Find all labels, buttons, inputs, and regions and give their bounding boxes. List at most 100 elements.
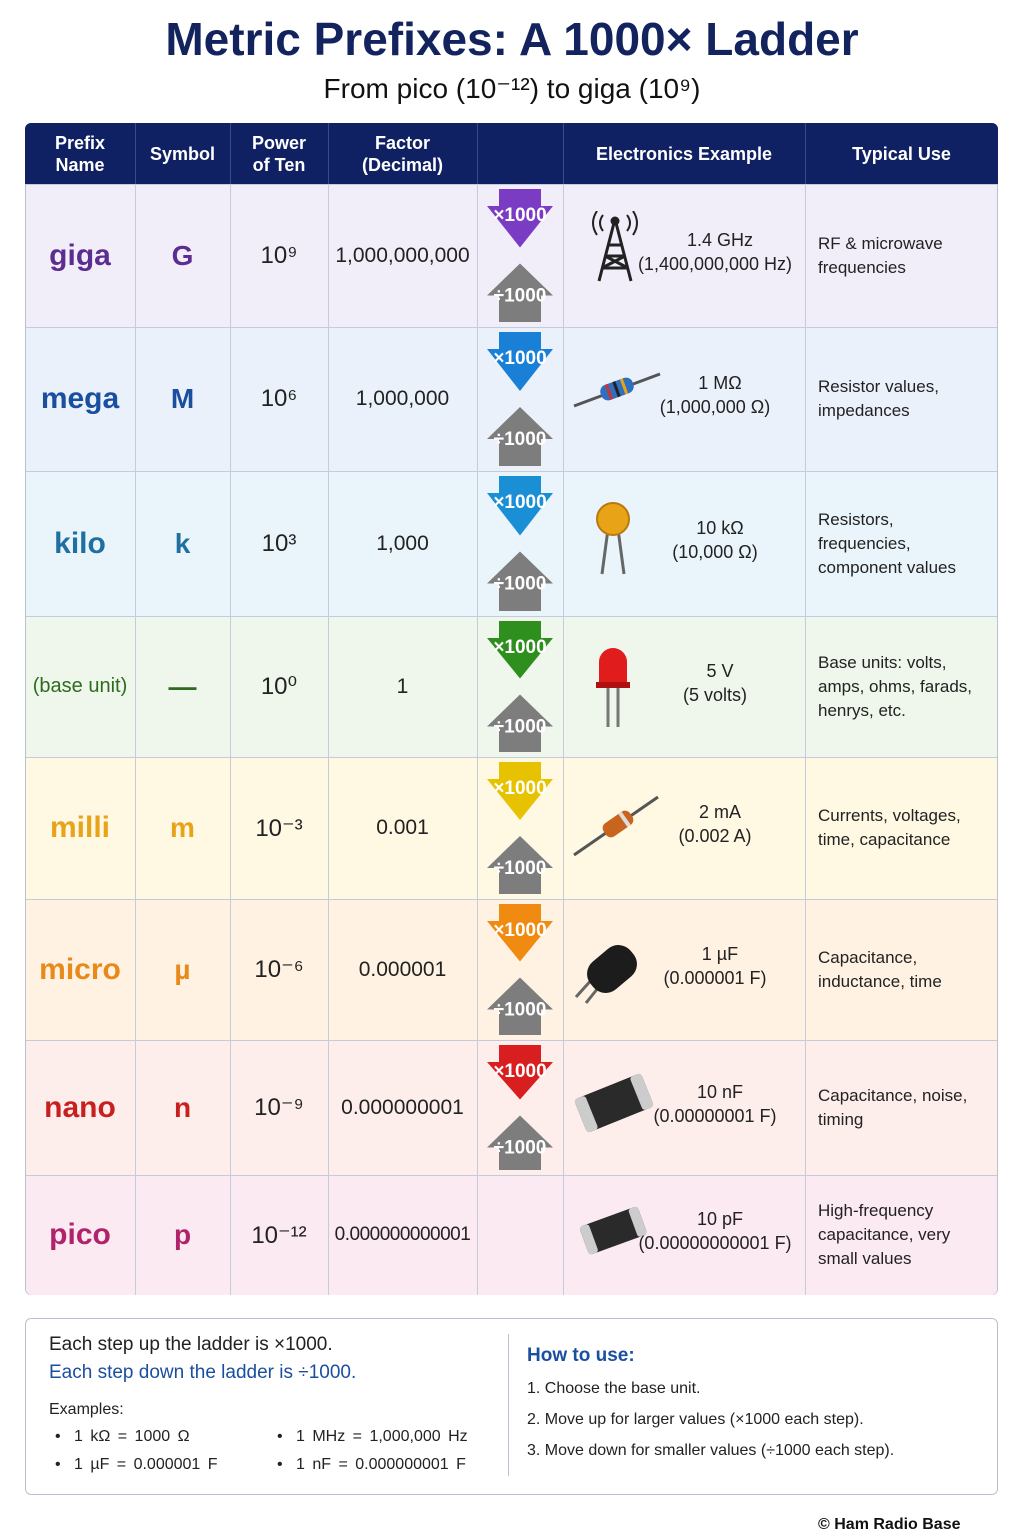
- how-title: How to use:: [527, 1345, 635, 1366]
- arrow-label-down: ÷1000: [494, 1000, 547, 1021]
- up-arrow: [487, 977, 553, 1035]
- example-value: 5 V: [706, 660, 734, 681]
- arrow-label-down: ÷1000: [494, 858, 547, 879]
- icon-part: [596, 681, 630, 688]
- icon-part: [628, 1206, 647, 1237]
- down-arrow: [487, 904, 553, 962]
- prefix-name: micro: [39, 952, 121, 986]
- example-detail: (0.002 A): [678, 826, 752, 846]
- how-step: 1. Choose the base unit.: [527, 1380, 701, 1397]
- power: 10⁹: [260, 241, 298, 269]
- column-divider: [328, 1175, 329, 1295]
- component-icon: [574, 1073, 654, 1132]
- component-icon: [573, 372, 661, 408]
- icon-part: [574, 1073, 654, 1132]
- prefix-name: pico: [49, 1218, 111, 1251]
- arrow-label-up: ×1000: [493, 1061, 546, 1082]
- symbol: M: [170, 383, 195, 414]
- example-value: 1.4 GHz: [686, 229, 754, 250]
- column-divider: [477, 757, 478, 899]
- component-icon: [579, 1206, 647, 1255]
- column-header: Factor (Decimal): [361, 132, 444, 175]
- bullet: •: [55, 1456, 61, 1473]
- column-divider: [477, 1040, 478, 1175]
- arrow-label-down: ÷1000: [494, 286, 547, 307]
- column-header: Prefix Name: [54, 132, 106, 175]
- column-divider: [230, 757, 231, 899]
- typical-use: Resistors, frequencies, component values: [818, 509, 956, 577]
- column-divider: [563, 757, 564, 899]
- power: 10⁻⁹: [254, 1094, 304, 1121]
- icon-part: [604, 383, 614, 400]
- example-item: 1 µF = 0.000001 F: [74, 1456, 218, 1473]
- component-icon: [592, 210, 638, 281]
- prefix-name: kilo: [54, 526, 106, 560]
- icon-part: [630, 1073, 654, 1110]
- icon-part: [600, 528, 610, 574]
- ladder-arrows: ×1000 ÷1000: [487, 762, 553, 894]
- symbol: p: [173, 1219, 192, 1250]
- how-step: 3. Move down for smaller values (÷1000 e…: [527, 1442, 895, 1459]
- icon-part: [592, 210, 638, 281]
- table-row: [26, 1175, 997, 1295]
- down-arrow: [487, 762, 553, 820]
- icon-part: [596, 647, 630, 727]
- column-divider: [328, 899, 329, 1040]
- icon-part: [587, 944, 637, 993]
- column-divider: [805, 184, 806, 327]
- column-divider: [477, 327, 478, 471]
- icon-part: [574, 944, 637, 1004]
- up-arrow: [487, 551, 553, 611]
- typical-use: Currents, voltages, time, capacitance: [818, 806, 961, 849]
- factor: 1,000,000,000: [335, 243, 470, 267]
- column-divider: [135, 616, 136, 757]
- prefix-name: milli: [49, 811, 110, 844]
- arrow-label-down: ÷1000: [494, 1138, 547, 1159]
- arrow-label-down: ÷1000: [494, 574, 547, 595]
- header-divider: [135, 123, 136, 184]
- arrow-label-up: ×1000: [493, 637, 546, 658]
- icon-part: [575, 1073, 653, 1132]
- symbol: —: [168, 670, 197, 702]
- how-step: 2. Move up for larger values (×1000 each…: [527, 1411, 864, 1428]
- column-divider: [135, 327, 136, 471]
- column-divider: [230, 184, 231, 327]
- icon-part: [596, 501, 630, 536]
- icon-part: [596, 501, 630, 574]
- icon-part: [580, 1207, 647, 1255]
- typical-use: RF & microwave frequencies: [818, 233, 943, 277]
- column-divider: [135, 471, 136, 616]
- example-detail: (0.000001 F): [663, 967, 767, 988]
- column-header: Typical Use: [852, 143, 951, 164]
- column-divider: [328, 327, 329, 471]
- table-header: [25, 123, 998, 184]
- header-divider: [563, 123, 564, 184]
- column-header: Electronics Example: [595, 143, 773, 164]
- factor: 1: [396, 674, 409, 698]
- typical-use: Capacitance, noise, timing: [818, 1085, 968, 1129]
- example-detail: (0.00000001 F): [653, 1105, 777, 1126]
- credit: © Ham Radio Base: [818, 1516, 961, 1533]
- example-item: 1 nF = 0.000000001 F: [296, 1456, 466, 1473]
- component-icon: [596, 501, 630, 574]
- ladder-arrows: ×1000 ÷1000: [487, 621, 553, 752]
- up-arrow: [487, 263, 553, 322]
- icon-part: [579, 1224, 598, 1255]
- arrow-label-up: ×1000: [493, 920, 546, 941]
- step-up: Each step up the ladder is ×1000.: [49, 1334, 333, 1355]
- down-arrow: [487, 189, 553, 248]
- arrow-label-up: ×1000: [493, 205, 546, 226]
- prefix-name: nano: [44, 1090, 116, 1124]
- column-divider: [135, 757, 136, 899]
- typical-use: Resistor values, impedances: [818, 377, 939, 420]
- column-divider: [230, 1175, 231, 1295]
- column-divider: [805, 757, 806, 899]
- factor: 0.000001: [358, 957, 447, 981]
- prefix-name: mega: [40, 382, 120, 415]
- ladder-arrows: ×1000 ÷1000: [487, 332, 553, 466]
- column-divider: [563, 899, 564, 1040]
- icon-part: [618, 811, 631, 828]
- header-divider: [230, 123, 231, 184]
- symbol: n: [173, 1091, 192, 1123]
